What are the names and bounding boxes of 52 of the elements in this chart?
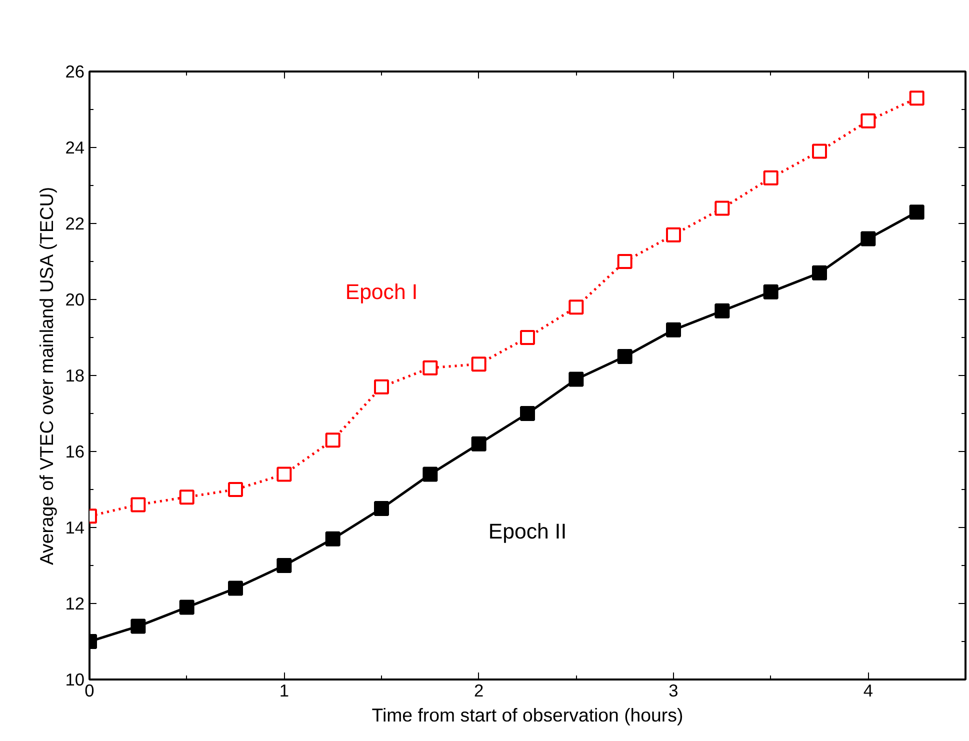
- y-tick-label: 20: [65, 290, 85, 310]
- y-tick-label: 10: [65, 670, 85, 690]
- x-tick-label: 0: [84, 680, 94, 700]
- point: [179, 600, 194, 615]
- point: [130, 618, 146, 634]
- point: [471, 356, 486, 372]
- point: [568, 372, 584, 387]
- text: Epoch I: [345, 280, 418, 304]
- y-tick-label: 16: [65, 442, 85, 462]
- point: [812, 144, 827, 159]
- y-tick-label: 18: [65, 366, 85, 386]
- point: [276, 558, 292, 573]
- y-tick-label: 22: [65, 214, 85, 234]
- point: [617, 254, 632, 269]
- point: [666, 227, 681, 242]
- point: [860, 231, 876, 246]
- point: [228, 580, 243, 596]
- x-axis-title: Time from start of observation (hours): [372, 704, 684, 726]
- point: [228, 482, 243, 497]
- point: [763, 284, 778, 300]
- point: [568, 300, 584, 315]
- point: [374, 501, 389, 516]
- point: [374, 379, 389, 394]
- point: [860, 113, 876, 128]
- point: [714, 200, 730, 216]
- point: [325, 432, 340, 448]
- point: [520, 406, 535, 421]
- point: [520, 330, 535, 345]
- point: [666, 322, 681, 338]
- y-tick-label: 24: [65, 138, 85, 158]
- point: [763, 170, 778, 186]
- point: [179, 490, 194, 505]
- point: [422, 360, 438, 376]
- point: [471, 436, 486, 452]
- point: [325, 531, 340, 546]
- point: [276, 466, 292, 482]
- x-tick-label: 4: [863, 680, 874, 700]
- text: Epoch II: [488, 520, 567, 544]
- x-tick-label: 3: [668, 680, 678, 700]
- y-tick-label: 12: [65, 594, 85, 614]
- point: [909, 90, 924, 106]
- point: [617, 349, 632, 364]
- y-tick-label: 14: [65, 518, 85, 538]
- x-tick-label: 2: [474, 680, 484, 700]
- point: [714, 303, 730, 318]
- point: [909, 204, 924, 220]
- point: [422, 466, 438, 482]
- y-axis-title: Average of VTEC over mainland USA (TECU): [36, 186, 58, 566]
- y-tick-label: 26: [65, 62, 85, 82]
- point: [130, 497, 146, 512]
- point: [812, 265, 827, 280]
- x-tick-label: 1: [279, 680, 289, 700]
